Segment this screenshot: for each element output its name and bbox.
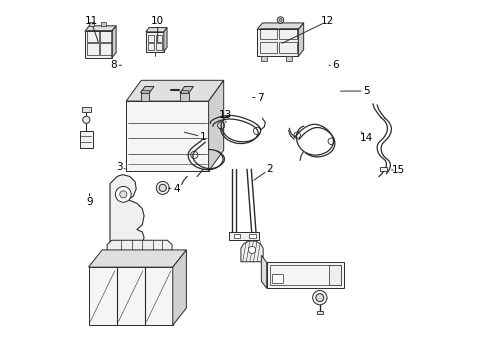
Bar [259, 41, 277, 53]
Circle shape [279, 19, 282, 22]
Polygon shape [110, 175, 144, 263]
Polygon shape [145, 32, 163, 51]
Circle shape [312, 291, 326, 305]
Text: 4: 4 [173, 184, 179, 194]
Polygon shape [140, 86, 154, 93]
Bar [155, 35, 162, 41]
Polygon shape [145, 28, 167, 32]
Bar [329, 265, 340, 285]
Text: 14: 14 [359, 133, 372, 143]
Circle shape [248, 246, 255, 253]
Bar [285, 56, 292, 60]
Polygon shape [107, 240, 172, 263]
Bar [279, 41, 297, 53]
Polygon shape [208, 80, 223, 171]
Text: 2: 2 [266, 164, 272, 174]
Circle shape [277, 17, 283, 23]
Text: 7: 7 [257, 93, 264, 103]
Polygon shape [126, 80, 223, 101]
Text: 13: 13 [219, 111, 232, 121]
Polygon shape [88, 250, 186, 267]
Bar [101, 22, 106, 26]
Circle shape [156, 181, 169, 194]
Bar [260, 56, 266, 60]
Polygon shape [85, 31, 112, 58]
Polygon shape [266, 262, 343, 288]
Text: 15: 15 [391, 165, 405, 175]
Polygon shape [261, 255, 266, 288]
Bar [249, 234, 255, 238]
Polygon shape [257, 30, 298, 56]
Bar [269, 265, 340, 285]
Polygon shape [180, 86, 193, 93]
Polygon shape [112, 26, 116, 58]
Bar [88, 22, 94, 26]
Text: 12: 12 [320, 17, 333, 27]
Circle shape [82, 116, 90, 123]
Circle shape [120, 191, 126, 198]
Text: 3: 3 [116, 162, 122, 172]
Text: 6: 6 [332, 60, 339, 70]
Bar [100, 43, 112, 55]
Bar [147, 43, 154, 50]
Text: 8: 8 [110, 60, 117, 70]
Bar [259, 28, 277, 40]
Bar [180, 90, 188, 93]
Text: 1: 1 [200, 132, 206, 142]
Text: 5: 5 [363, 86, 369, 96]
Text: 10: 10 [151, 17, 164, 27]
Bar [141, 90, 148, 93]
Bar [316, 311, 322, 314]
Polygon shape [172, 250, 186, 325]
Polygon shape [298, 23, 303, 56]
Bar [80, 131, 93, 148]
Bar [180, 93, 188, 101]
Bar [140, 93, 149, 101]
Polygon shape [85, 26, 116, 31]
Bar [87, 43, 99, 55]
Bar [379, 167, 386, 171]
Polygon shape [241, 241, 263, 262]
Text: 9: 9 [86, 197, 93, 207]
Polygon shape [228, 232, 258, 240]
Circle shape [115, 186, 131, 202]
Bar [271, 274, 282, 283]
Bar [87, 30, 99, 41]
Bar [82, 107, 90, 112]
Bar [147, 35, 154, 41]
Text: 11: 11 [84, 17, 98, 27]
Bar [100, 30, 112, 41]
Bar [279, 28, 297, 40]
Circle shape [315, 294, 323, 302]
Circle shape [159, 184, 166, 192]
Polygon shape [257, 23, 303, 30]
Polygon shape [88, 267, 172, 325]
Bar [233, 234, 240, 238]
Polygon shape [163, 28, 167, 51]
Polygon shape [126, 101, 208, 171]
Bar [155, 43, 162, 50]
